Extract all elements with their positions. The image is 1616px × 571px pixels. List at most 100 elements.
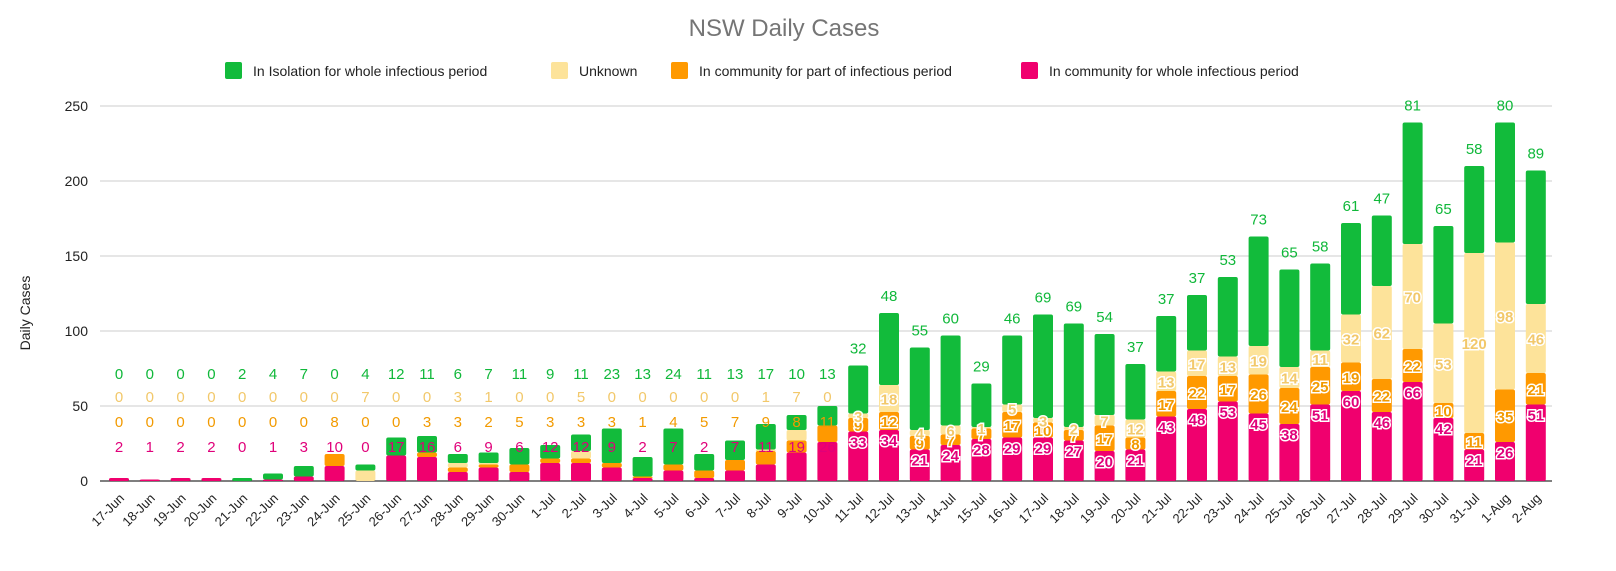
legend-item: In community for part of infectious peri… bbox=[671, 62, 952, 79]
data-label: 0 bbox=[176, 389, 184, 406]
data-label: 22 bbox=[1189, 386, 1206, 403]
bar-segment bbox=[1217, 277, 1238, 357]
data-label: 18 bbox=[881, 392, 898, 409]
x-tick-label: 4-Jul bbox=[620, 490, 651, 521]
bar-segment bbox=[1187, 409, 1207, 481]
bar-segment bbox=[1341, 391, 1361, 481]
legend-label: In community for part of infectious peri… bbox=[699, 63, 952, 79]
data-label: 0 bbox=[269, 414, 277, 431]
data-label: 17 bbox=[1096, 431, 1113, 448]
bar-segment bbox=[1310, 350, 1331, 367]
bar-segment bbox=[1433, 403, 1454, 418]
x-tick-label: 16-Jul bbox=[985, 490, 1021, 526]
bar-segment bbox=[1248, 413, 1269, 481]
x-tick-label: 12-Jul bbox=[861, 490, 897, 526]
bar-segment bbox=[1310, 404, 1331, 481]
data-label: 0 bbox=[238, 439, 246, 456]
bar-segment bbox=[540, 458, 561, 463]
bar-segment bbox=[1033, 422, 1053, 438]
bar-segment bbox=[447, 467, 468, 472]
bar-segment bbox=[909, 347, 930, 430]
bar-segment bbox=[940, 434, 961, 445]
legend-item: In Isolation for whole infectious period bbox=[225, 62, 487, 79]
x-tick-label: 1-Aug bbox=[1478, 491, 1513, 526]
bar-segment bbox=[1495, 442, 1515, 481]
bar-segment bbox=[386, 455, 407, 481]
legend-item: In community for whole infectious period bbox=[1021, 62, 1299, 79]
data-label: 21 bbox=[911, 453, 928, 470]
x-tick-label: 22-Jul bbox=[1169, 490, 1205, 526]
data-label: 0 bbox=[608, 389, 616, 406]
bar-segment bbox=[940, 445, 961, 481]
data-label: 2 bbox=[238, 366, 246, 383]
data-label: 2 bbox=[700, 439, 708, 456]
legend-item: Unknown bbox=[551, 62, 637, 79]
data-label: 7 bbox=[361, 389, 369, 406]
bar-segment bbox=[293, 476, 314, 481]
bar-segment bbox=[632, 478, 653, 481]
data-label: 0 bbox=[115, 389, 123, 406]
bar-segment bbox=[1402, 244, 1423, 349]
data-label: 26 bbox=[819, 439, 836, 456]
bar-segment bbox=[1279, 424, 1300, 481]
chart-title: NSW Daily Cases bbox=[689, 15, 880, 42]
data-label: 0 bbox=[515, 389, 523, 406]
x-tick-label: 21-Jun bbox=[212, 491, 251, 530]
bar-segment bbox=[1279, 388, 1300, 424]
data-label: 27 bbox=[1065, 444, 1082, 461]
data-label: 38 bbox=[1281, 427, 1298, 444]
data-label: 37 bbox=[1158, 291, 1175, 308]
data-label: 0 bbox=[546, 389, 554, 406]
bar-segment bbox=[1279, 367, 1300, 388]
x-tick-label: 20-Jul bbox=[1108, 490, 1144, 526]
data-label: 3 bbox=[546, 414, 554, 431]
data-label: 7 bbox=[977, 427, 985, 444]
data-label: 17 bbox=[1219, 382, 1236, 399]
bar-segment bbox=[1063, 440, 1084, 481]
bar-segment bbox=[509, 464, 530, 472]
data-label: 12 bbox=[573, 439, 590, 456]
x-tick-label: 26-Jun bbox=[366, 491, 405, 530]
bar-segment bbox=[263, 479, 283, 481]
bar-segment bbox=[109, 478, 129, 481]
data-label: 7 bbox=[731, 414, 739, 431]
bar-segment bbox=[879, 385, 899, 412]
bar-segment bbox=[971, 428, 992, 439]
data-label: 0 bbox=[269, 389, 277, 406]
data-label: 58 bbox=[1466, 141, 1483, 158]
bar-segment bbox=[1310, 367, 1331, 405]
bar-segment bbox=[571, 463, 591, 481]
data-label: 25 bbox=[1312, 379, 1329, 396]
x-tick-label: 8-Jul bbox=[743, 490, 774, 521]
data-label: 60 bbox=[942, 311, 959, 328]
data-label: 3 bbox=[423, 414, 431, 431]
data-label: 0 bbox=[207, 389, 215, 406]
data-label: 6 bbox=[454, 366, 462, 383]
x-tick-label: 2-Aug bbox=[1509, 491, 1544, 526]
bar-segment bbox=[1525, 170, 1546, 304]
data-label: 8 bbox=[330, 414, 338, 431]
x-tick-label: 22-Jun bbox=[242, 491, 281, 530]
bar-segment bbox=[632, 476, 653, 478]
data-label: 47 bbox=[1373, 191, 1390, 208]
x-tick-label: 25-Jun bbox=[335, 491, 374, 530]
data-label: 2 bbox=[207, 439, 215, 456]
x-axis: 17-Jun18-Jun19-Jun20-Jun21-Jun22-Jun23-J… bbox=[88, 490, 1544, 529]
data-label: 11 bbox=[696, 366, 712, 383]
data-label: 53 bbox=[1219, 405, 1236, 422]
bar-segment bbox=[1187, 295, 1207, 351]
data-label: 120 bbox=[1462, 336, 1487, 353]
data-label: 5 bbox=[577, 389, 585, 406]
legend-swatch bbox=[551, 62, 568, 79]
bar-segment bbox=[879, 412, 899, 430]
data-label: 45 bbox=[1250, 417, 1267, 434]
data-label: 2 bbox=[115, 439, 123, 456]
bar-segment bbox=[1525, 304, 1546, 373]
data-label: 46 bbox=[1527, 332, 1544, 349]
data-label: 3 bbox=[454, 389, 462, 406]
data-label: 0 bbox=[361, 414, 369, 431]
bar-segment bbox=[817, 425, 838, 442]
data-label: 65 bbox=[1281, 245, 1298, 262]
x-tick-label: 29-Jun bbox=[458, 491, 497, 530]
data-label: 2 bbox=[484, 414, 492, 431]
